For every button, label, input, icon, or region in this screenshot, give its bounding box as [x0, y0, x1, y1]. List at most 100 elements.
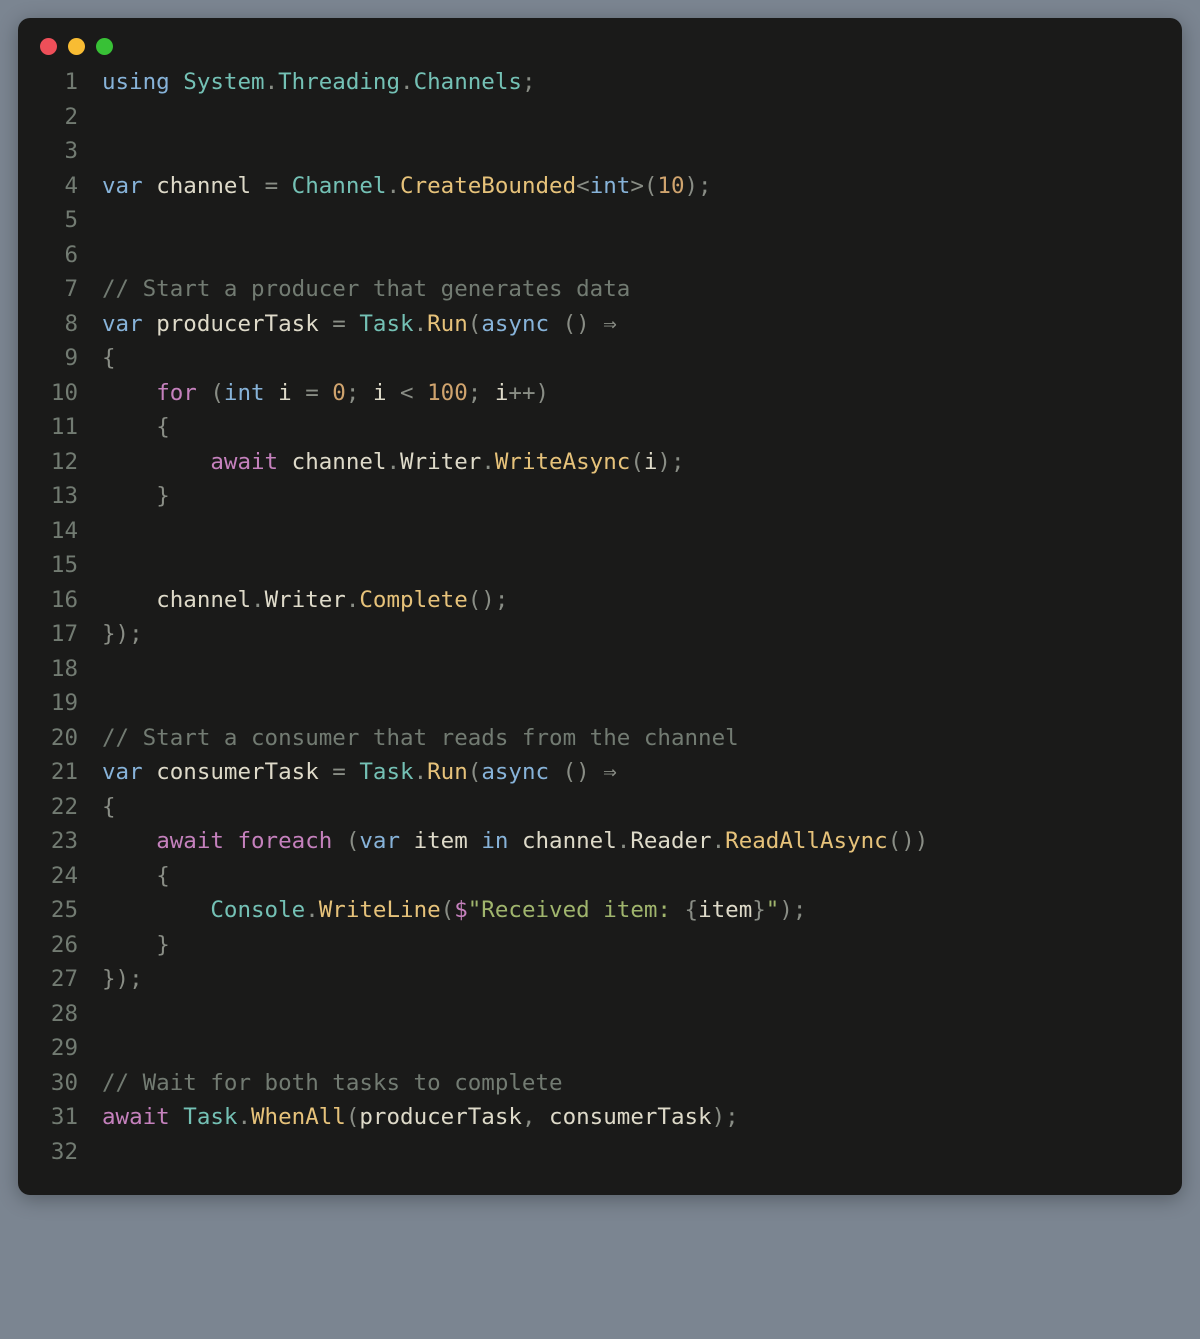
zoom-dot[interactable]	[96, 38, 113, 55]
line-number: 24	[40, 863, 78, 889]
token	[102, 897, 210, 923]
line-number: 9	[40, 345, 78, 371]
token: <	[576, 173, 590, 199]
token	[170, 69, 184, 95]
token	[102, 932, 156, 958]
token	[102, 414, 156, 440]
code-line: 11 {	[40, 414, 1160, 449]
code-area: 1using System.Threading.Channels;234var …	[18, 63, 1182, 1195]
token: WhenAll	[251, 1104, 346, 1130]
line-number: 23	[40, 828, 78, 854]
token	[481, 380, 495, 406]
line-number: 8	[40, 311, 78, 337]
token: });	[102, 966, 143, 992]
token: .	[386, 173, 400, 199]
token	[359, 380, 373, 406]
line-content: // Start a producer that generates data	[102, 276, 1160, 302]
token: channel	[156, 173, 251, 199]
token	[102, 483, 156, 509]
token: ()	[563, 759, 590, 785]
token: async	[481, 759, 549, 785]
token	[102, 449, 210, 475]
token: Complete	[359, 587, 467, 613]
token: CreateBounded	[400, 173, 576, 199]
close-dot[interactable]	[40, 38, 57, 55]
token	[468, 828, 482, 854]
token: consumerTask	[549, 1104, 712, 1130]
token	[102, 587, 156, 613]
code-line: 21var consumerTask = Task.Run(async () ⇒	[40, 759, 1160, 794]
line-content: // Wait for both tasks to complete	[102, 1070, 1160, 1096]
title-bar	[18, 18, 1182, 63]
token	[346, 311, 360, 337]
token: .	[346, 587, 360, 613]
token	[332, 828, 346, 854]
token	[265, 380, 279, 406]
token: Writer	[400, 449, 481, 475]
token	[414, 380, 428, 406]
code-window: 1using System.Threading.Channels;234var …	[18, 18, 1182, 1195]
line-number: 5	[40, 207, 78, 233]
code-line: 22 {	[40, 794, 1160, 829]
code-line: 18	[40, 656, 1160, 691]
token: Run	[427, 311, 468, 337]
token: ++)	[508, 380, 549, 406]
code-line: 23 await foreach (var item in channel.Re…	[40, 828, 1160, 863]
token: channel	[292, 449, 387, 475]
token: 0	[332, 380, 346, 406]
token	[102, 863, 156, 889]
token: ;	[522, 69, 536, 95]
token: >(	[630, 173, 657, 199]
line-content: Console.WriteLine($"Received item: {item…	[102, 897, 1160, 923]
code-line: 26 }	[40, 932, 1160, 967]
token: );	[685, 173, 712, 199]
token: });	[102, 621, 143, 647]
line-number: 2	[40, 104, 78, 130]
token	[292, 380, 306, 406]
token: }	[752, 897, 766, 923]
line-number: 14	[40, 518, 78, 544]
token: channel	[156, 587, 251, 613]
line-number: 27	[40, 966, 78, 992]
minimize-dot[interactable]	[68, 38, 85, 55]
code-line: 9{	[40, 345, 1160, 380]
token: .	[251, 587, 265, 613]
line-number: 26	[40, 932, 78, 958]
token: ReadAllAsync	[725, 828, 888, 854]
token: // Wait for both tasks to complete	[102, 1070, 563, 1096]
code-line: 28	[40, 1001, 1160, 1036]
token	[143, 173, 157, 199]
code-line: 12 await channel.Writer.WriteAsync(i);	[40, 449, 1160, 484]
token: Task	[183, 1104, 237, 1130]
line-number: 22	[40, 794, 78, 820]
token: ;	[346, 380, 360, 406]
token: Writer	[265, 587, 346, 613]
token	[197, 380, 211, 406]
token: (	[210, 380, 224, 406]
token: =	[305, 380, 319, 406]
token: (	[346, 1104, 360, 1130]
token: {	[156, 414, 170, 440]
token: {	[102, 794, 116, 820]
line-content: for (int i = 0; i < 100; i++)	[102, 380, 1160, 406]
token: int	[590, 173, 631, 199]
token: );	[712, 1104, 739, 1130]
token: ();	[468, 587, 509, 613]
token	[590, 311, 604, 337]
token: ⇒	[603, 311, 617, 337]
token: (	[441, 897, 455, 923]
line-content: await Task.WhenAll(producerTask, consume…	[102, 1104, 1160, 1130]
token: }	[156, 932, 170, 958]
token: await	[210, 449, 278, 475]
token: int	[224, 380, 265, 406]
token: {	[102, 345, 116, 371]
line-number: 31	[40, 1104, 78, 1130]
line-number: 30	[40, 1070, 78, 1096]
code-line: 32	[40, 1139, 1160, 1174]
line-number: 11	[40, 414, 78, 440]
token: WriteAsync	[495, 449, 630, 475]
token: .	[400, 69, 414, 95]
token	[549, 759, 563, 785]
token: Task	[359, 311, 413, 337]
token	[386, 380, 400, 406]
